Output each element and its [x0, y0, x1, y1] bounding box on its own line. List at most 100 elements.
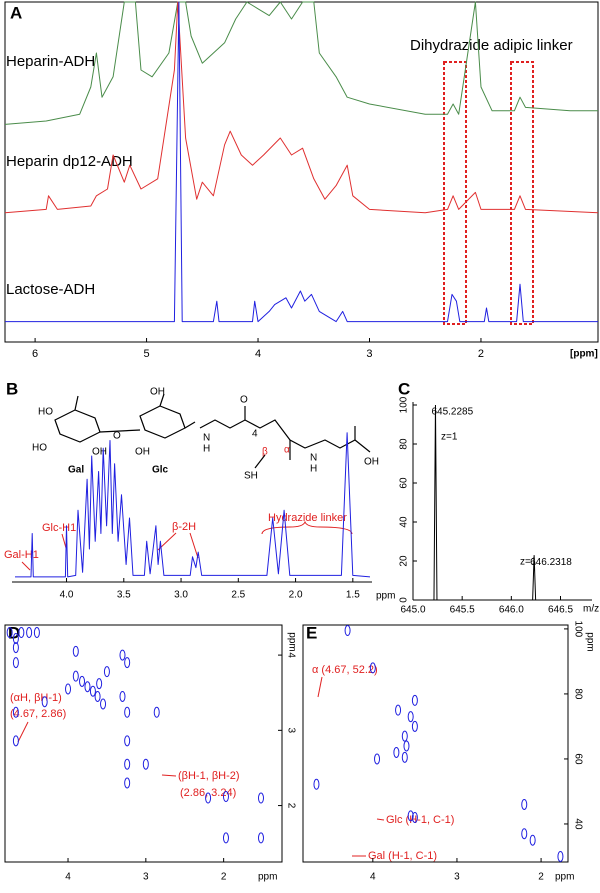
trace-label: Heparin dp12-ADH: [6, 153, 133, 170]
trace-label: Lactose-ADH: [6, 281, 95, 298]
cross-peak: [12, 657, 19, 669]
x-tick-label: 645.0: [400, 605, 425, 616]
cross-peak: [79, 675, 86, 687]
arrow: [21, 561, 31, 571]
cross-peak: [521, 798, 528, 810]
x-tick-label: 3: [454, 872, 460, 883]
structure-label: N: [203, 433, 210, 444]
cross-peak: [124, 735, 131, 747]
trace-label: Heparin-ADH: [6, 53, 95, 70]
x-axis-label: m/z: [583, 604, 599, 615]
cross-peak: [142, 758, 149, 770]
peak-label: Hydrazide linker: [268, 512, 347, 524]
cross-peak: [124, 657, 131, 669]
annotation: Dihydrazide adipic linker: [410, 37, 573, 54]
annotation: (βH-1, βH-2): [178, 770, 240, 782]
highlight-box: [510, 61, 534, 325]
cross-peak: [124, 758, 131, 770]
spectrum-trace: [15, 432, 371, 578]
structure: [54, 393, 371, 469]
structure-label: H: [203, 444, 210, 455]
cross-peak: [94, 690, 101, 702]
y-tick-label: 60: [572, 753, 583, 765]
cross-peak: [557, 850, 564, 862]
y-axis-label: ppm: [286, 632, 297, 651]
cross-peak: [222, 791, 229, 803]
annotation: (αH, βH-1): [10, 692, 62, 704]
cross-peak: [72, 670, 79, 682]
cross-peak: [100, 698, 107, 710]
cross-peak: [369, 662, 376, 674]
cross-peak: [222, 832, 229, 844]
panel-label: B: [6, 379, 18, 398]
cross-peak: [257, 792, 264, 804]
y-tick-label: 0: [399, 597, 410, 603]
cross-peak: [103, 666, 110, 678]
brace: [261, 520, 353, 535]
panel-label: C: [398, 379, 410, 398]
y-tick-label: 60: [399, 477, 410, 489]
structure-label: 4: [252, 429, 258, 440]
x-tick-label: 4: [65, 872, 71, 883]
x-tick-label: 1.5: [346, 590, 360, 601]
cross-peak: [407, 810, 414, 822]
y-tick-label: 40: [399, 516, 410, 528]
cross-peak: [119, 690, 126, 702]
y-tick-label: 3: [285, 728, 296, 734]
structure-label: β: [262, 447, 268, 458]
annotation: z=1: [520, 557, 537, 568]
annotation: α (4.67, 52.2): [312, 664, 378, 676]
peak-label: β-2H: [172, 521, 196, 533]
cross-peak: [124, 777, 131, 789]
arrow: [161, 774, 177, 777]
cross-peak: [313, 778, 320, 790]
x-tick-label: 4: [370, 872, 376, 883]
structure-label: O: [240, 395, 248, 406]
peak-label: Glc-H1: [42, 522, 76, 534]
y-tick-label: 100: [572, 621, 583, 638]
structure-label: OH: [364, 457, 379, 468]
arrow: [189, 532, 199, 559]
cross-peak: [26, 627, 33, 639]
cross-peak: [257, 832, 264, 844]
structure-label: OH: [135, 447, 150, 458]
cross-peak: [411, 720, 418, 732]
annotation: Gal (H-1, C-1): [368, 850, 437, 862]
annotation: Glc (H-1, C-1): [386, 814, 454, 826]
x-tick-label: 2.5: [231, 590, 245, 601]
y-tick-label: 100: [399, 396, 410, 413]
x-tick-label: 3.5: [117, 590, 131, 601]
x-axis-label: [ppm]: [570, 349, 598, 360]
annotation: (4.67, 2.86): [10, 708, 66, 720]
x-tick-label: 2.0: [289, 590, 303, 601]
cross-peak: [374, 753, 381, 765]
x-tick-label: 2: [221, 872, 227, 883]
x-tick-label: 4.0: [60, 590, 74, 601]
peak-label: Gal-H1: [4, 549, 39, 561]
cross-peak: [41, 696, 48, 708]
cross-peak: [395, 704, 402, 716]
x-axis-label: ppm: [376, 591, 395, 602]
peak: [532, 555, 537, 601]
cross-peak: [521, 828, 528, 840]
cross-peak: [72, 645, 79, 657]
spectrum-trace: [5, 1, 598, 323]
panel-frame: [4, 1, 599, 343]
cross-peak: [124, 706, 131, 718]
x-tick-label: 4: [255, 348, 261, 360]
structure-label: O: [113, 431, 121, 442]
cross-peak: [18, 627, 25, 639]
structure-label: HO: [38, 407, 53, 418]
highlight-box: [443, 61, 467, 325]
x-tick-label: 3.0: [174, 590, 188, 601]
cross-peak: [12, 706, 19, 718]
x-tick-label: 6: [32, 348, 38, 360]
arrow: [17, 721, 29, 743]
structure-label: N: [310, 453, 317, 464]
cross-peak: [153, 706, 160, 718]
cross-peak: [12, 642, 19, 654]
cross-peak: [401, 751, 408, 763]
peak: [433, 404, 438, 601]
cross-peak: [529, 834, 536, 846]
